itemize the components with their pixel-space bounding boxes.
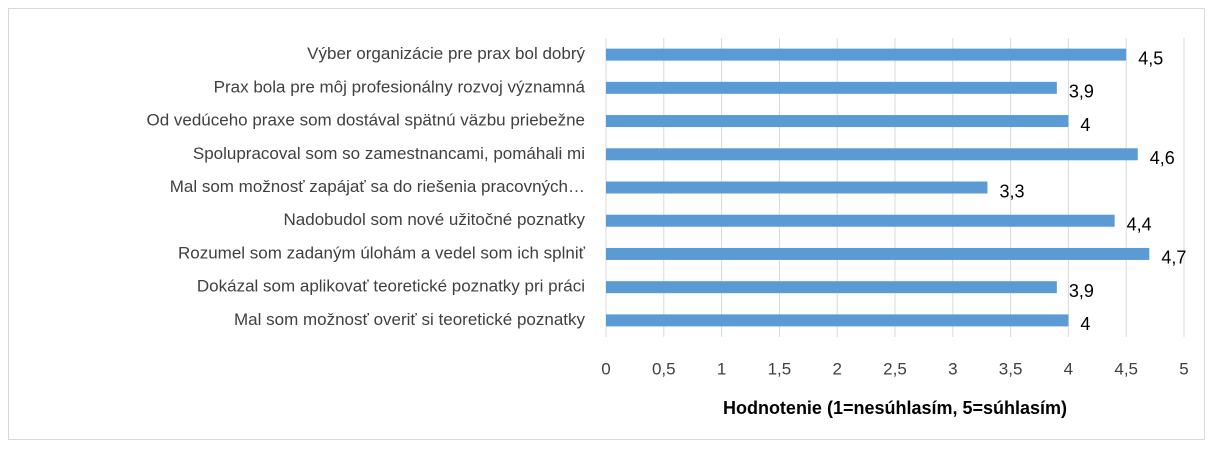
y-tick-label: Prax bola pre môj profesionálny rozvoj v… xyxy=(214,77,586,96)
x-tick-label: 2,5 xyxy=(883,359,907,378)
data-label: 4,4 xyxy=(1127,214,1152,234)
y-tick-label: Od vedúceho praxe som dostával spätnú vä… xyxy=(147,111,586,130)
data-label: 4,6 xyxy=(1150,148,1175,168)
data-label: 3,9 xyxy=(1069,82,1094,102)
y-tick-label: Nadobudol som nové užitočné poznatky xyxy=(284,210,586,229)
bar xyxy=(606,181,988,194)
data-label: 3,3 xyxy=(999,181,1024,201)
x-tick-label: 1,5 xyxy=(768,359,792,378)
data-label: 3,9 xyxy=(1069,281,1094,301)
bar xyxy=(606,115,1069,128)
bar xyxy=(606,48,1127,61)
data-label: 4 xyxy=(1080,314,1090,334)
bar xyxy=(606,148,1138,161)
x-tick-label: 4,5 xyxy=(1114,359,1138,378)
x-tick-label: 1 xyxy=(717,359,726,378)
x-tick-label: 0 xyxy=(601,359,610,378)
y-tick-label: Výber organizácie pre prax bol dobrý xyxy=(307,44,585,63)
x-tick-label: 5 xyxy=(1179,359,1188,378)
bar xyxy=(606,81,1057,94)
data-label: 4,7 xyxy=(1161,248,1186,268)
data-label: 4 xyxy=(1080,115,1090,135)
bar xyxy=(606,281,1057,294)
x-tick-label: 3,5 xyxy=(999,359,1023,378)
y-tick-label: Dokázal som aplikovať teoretické poznatk… xyxy=(197,277,585,296)
bar xyxy=(606,214,1115,227)
bar xyxy=(606,314,1069,327)
y-tick-label: Mal som možnosť overiť si teoretické poz… xyxy=(234,310,585,329)
y-tick-label: Rozumel som zadaným úlohám a vedel som i… xyxy=(178,243,586,262)
x-axis-title: Hodnotenie (1=nesúhlasím, 5=súhlasím) xyxy=(723,398,1067,418)
x-tick-label: 2 xyxy=(832,359,841,378)
y-tick-label: Mal som možnosť zapájať sa do riešenia p… xyxy=(170,177,585,196)
bar xyxy=(606,247,1150,260)
x-tick-label: 3 xyxy=(948,359,957,378)
data-label: 4,5 xyxy=(1138,48,1163,68)
y-tick-label: Spolupracoval som so zamestnancami, pomá… xyxy=(193,144,585,163)
x-tick-label: 4 xyxy=(1064,359,1073,378)
x-tick-label: 0,5 xyxy=(652,359,676,378)
